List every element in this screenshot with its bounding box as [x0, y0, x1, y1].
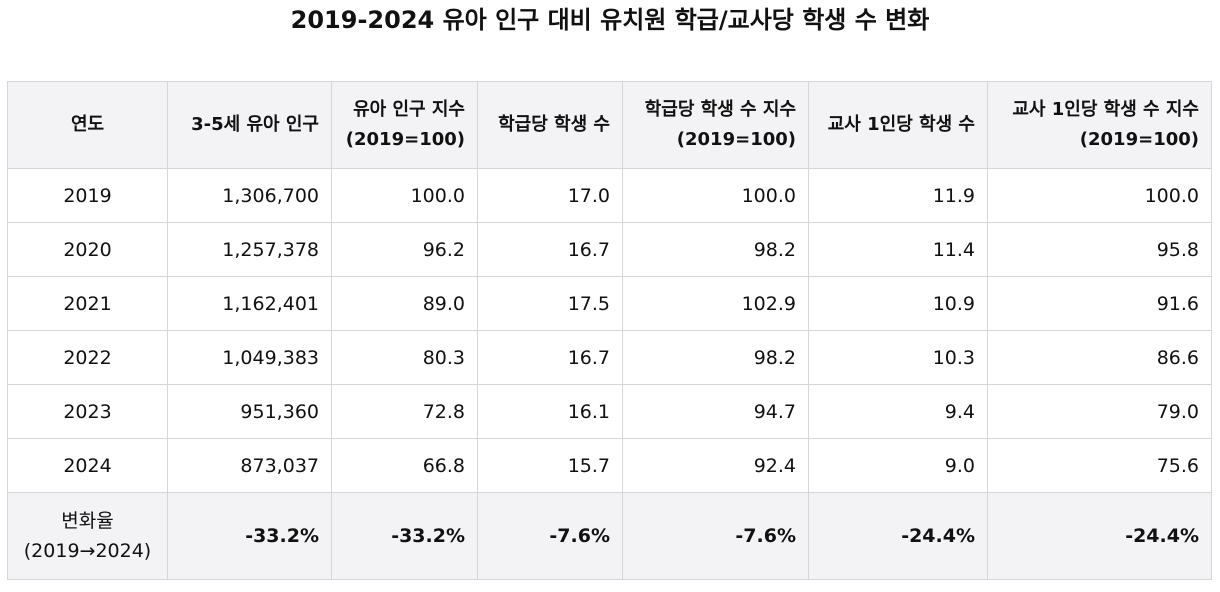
cell-year: 2024 [7, 438, 168, 493]
cell-population: 951,360 [167, 384, 332, 439]
cell-population: 1,162,401 [167, 276, 332, 331]
summary-label: 변화율 (2019→2024) [7, 492, 168, 580]
header-students-per-teacher: 교사 1인당 학생 수 [808, 81, 988, 169]
cell-population-index: 89.0 [331, 276, 478, 331]
cell-year: 2020 [7, 222, 168, 277]
data-table: 연도 3-5세 유아 인구 유아 인구 지수 (2019=100) 학급당 학생… [7, 81, 1212, 580]
header-students-per-class: 학급당 학생 수 [477, 81, 623, 169]
header-population-index: 유아 인구 지수 (2019=100) [331, 81, 478, 169]
cell-students-per-teacher-index: 75.6 [987, 438, 1212, 493]
cell-population: 1,306,700 [167, 168, 332, 223]
cell-students-per-class: 17.0 [477, 168, 623, 223]
cell-students-per-class-index: 102.9 [622, 276, 809, 331]
header-students-per-class-index: 학급당 학생 수 지수 (2019=100) [622, 81, 809, 169]
cell-students-per-teacher-index: 79.0 [987, 384, 1212, 439]
cell-students-per-class-index: 98.2 [622, 222, 809, 277]
table-row: 2019 1,306,700 100.0 17.0 100.0 11.9 100… [7, 168, 1212, 223]
cell-population: 1,049,383 [167, 330, 332, 385]
cell-students-per-teacher: 10.9 [808, 276, 988, 331]
summary-students-per-class: -7.6% [477, 492, 623, 580]
page-title: 2019-2024 유아 인구 대비 유치원 학급/교사당 학생 수 변화 [290, 6, 930, 34]
table-row: 2020 1,257,378 96.2 16.7 98.2 11.4 95.8 [7, 222, 1212, 277]
table-row: 2024 873,037 66.8 15.7 92.4 9.0 75.6 [7, 438, 1212, 493]
summary-students-per-class-index: -7.6% [622, 492, 809, 580]
cell-population-index: 72.8 [331, 384, 478, 439]
header-row: 연도 3-5세 유아 인구 유아 인구 지수 (2019=100) 학급당 학생… [7, 81, 1212, 169]
cell-year: 2023 [7, 384, 168, 439]
cell-students-per-teacher: 10.3 [808, 330, 988, 385]
table-row: 2023 951,360 72.8 16.1 94.7 9.4 79.0 [7, 384, 1212, 439]
cell-population-index: 80.3 [331, 330, 478, 385]
cell-year: 2021 [7, 276, 168, 331]
cell-students-per-class: 17.5 [477, 276, 623, 331]
summary-students-per-teacher-index: -24.4% [987, 492, 1212, 580]
cell-population: 873,037 [167, 438, 332, 493]
table-row: 2022 1,049,383 80.3 16.7 98.2 10.3 86.6 [7, 330, 1212, 385]
cell-population-index: 96.2 [331, 222, 478, 277]
cell-year: 2019 [7, 168, 168, 223]
table-row: 2021 1,162,401 89.0 17.5 102.9 10.9 91.6 [7, 276, 1212, 331]
cell-students-per-class: 16.7 [477, 330, 623, 385]
summary-students-per-teacher: -24.4% [808, 492, 988, 580]
summary-population-index: -33.2% [331, 492, 478, 580]
cell-students-per-class: 16.7 [477, 222, 623, 277]
cell-students-per-teacher: 11.4 [808, 222, 988, 277]
header-population: 3-5세 유아 인구 [167, 81, 332, 169]
cell-students-per-class: 16.1 [477, 384, 623, 439]
cell-population-index: 100.0 [331, 168, 478, 223]
cell-students-per-teacher-index: 86.6 [987, 330, 1212, 385]
cell-students-per-teacher: 11.9 [808, 168, 988, 223]
cell-students-per-teacher: 9.4 [808, 384, 988, 439]
cell-students-per-teacher-index: 100.0 [987, 168, 1212, 223]
summary-row: 변화율 (2019→2024) -33.2% -33.2% -7.6% -7.6… [7, 492, 1212, 580]
cell-students-per-teacher: 9.0 [808, 438, 988, 493]
cell-students-per-class-index: 100.0 [622, 168, 809, 223]
cell-students-per-class: 15.7 [477, 438, 623, 493]
summary-population: -33.2% [167, 492, 332, 580]
cell-population-index: 66.8 [331, 438, 478, 493]
header-students-per-teacher-index: 교사 1인당 학생 수 지수 (2019=100) [987, 81, 1212, 169]
header-year: 연도 [7, 81, 168, 169]
cell-students-per-class-index: 92.4 [622, 438, 809, 493]
cell-population: 1,257,378 [167, 222, 332, 277]
cell-students-per-teacher-index: 91.6 [987, 276, 1212, 331]
cell-students-per-teacher-index: 95.8 [987, 222, 1212, 277]
cell-students-per-class-index: 94.7 [622, 384, 809, 439]
cell-year: 2022 [7, 330, 168, 385]
cell-students-per-class-index: 98.2 [622, 330, 809, 385]
